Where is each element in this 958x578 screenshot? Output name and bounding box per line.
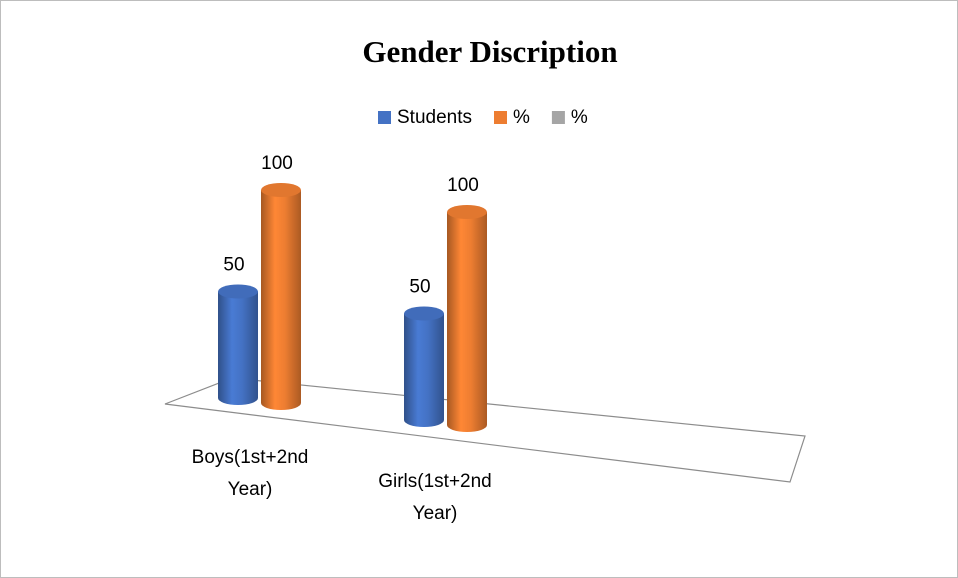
data-label: 100 — [447, 175, 479, 196]
bar-body — [404, 313, 444, 427]
bar — [218, 284, 258, 405]
bar-top — [404, 306, 444, 321]
chart-title: Gender Discription — [362, 34, 617, 69]
data-label: 50 — [223, 255, 244, 276]
bar-body — [447, 212, 487, 432]
bar-body — [218, 291, 258, 405]
bar — [261, 183, 301, 410]
legend-swatch — [378, 111, 391, 124]
floor — [164, 377, 806, 483]
legend-swatch — [494, 111, 507, 124]
bar — [404, 306, 444, 427]
bar-top — [447, 205, 487, 219]
bar — [447, 205, 487, 432]
x-tick-label: Boys(1st+2nd Year) — [192, 447, 309, 500]
data-label: 50 — [409, 277, 430, 298]
legend-label: % — [513, 107, 530, 128]
x-tick-label: Girls(1st+2nd Year) — [378, 471, 492, 524]
legend-label: Students — [397, 107, 472, 128]
bar-body — [261, 190, 301, 410]
legend-label: % — [571, 107, 588, 128]
bar-top — [218, 284, 258, 299]
bar-top — [261, 183, 301, 197]
legend-swatch — [551, 111, 565, 124]
data-label: 100 — [261, 153, 293, 174]
